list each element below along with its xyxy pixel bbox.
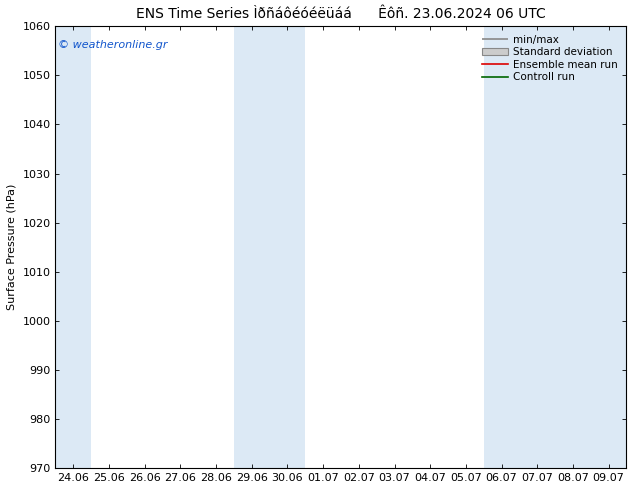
Bar <box>591 26 626 468</box>
Bar <box>484 26 519 468</box>
Bar <box>269 26 306 468</box>
Y-axis label: Surface Pressure (hPa): Surface Pressure (hPa) <box>7 184 17 311</box>
Text: © weatheronline.gr: © weatheronline.gr <box>58 40 168 49</box>
Bar <box>56 26 91 468</box>
Bar <box>234 26 269 468</box>
Bar <box>519 26 555 468</box>
Title: ENS Time Series Ìðñáôéóéëüáá      Êôñ. 23.06.2024 06 UTC: ENS Time Series Ìðñáôéóéëüáá Êôñ. 23.06.… <box>136 7 546 21</box>
Legend: min/max, Standard deviation, Ensemble mean run, Controll run: min/max, Standard deviation, Ensemble me… <box>479 31 621 86</box>
Bar <box>555 26 591 468</box>
